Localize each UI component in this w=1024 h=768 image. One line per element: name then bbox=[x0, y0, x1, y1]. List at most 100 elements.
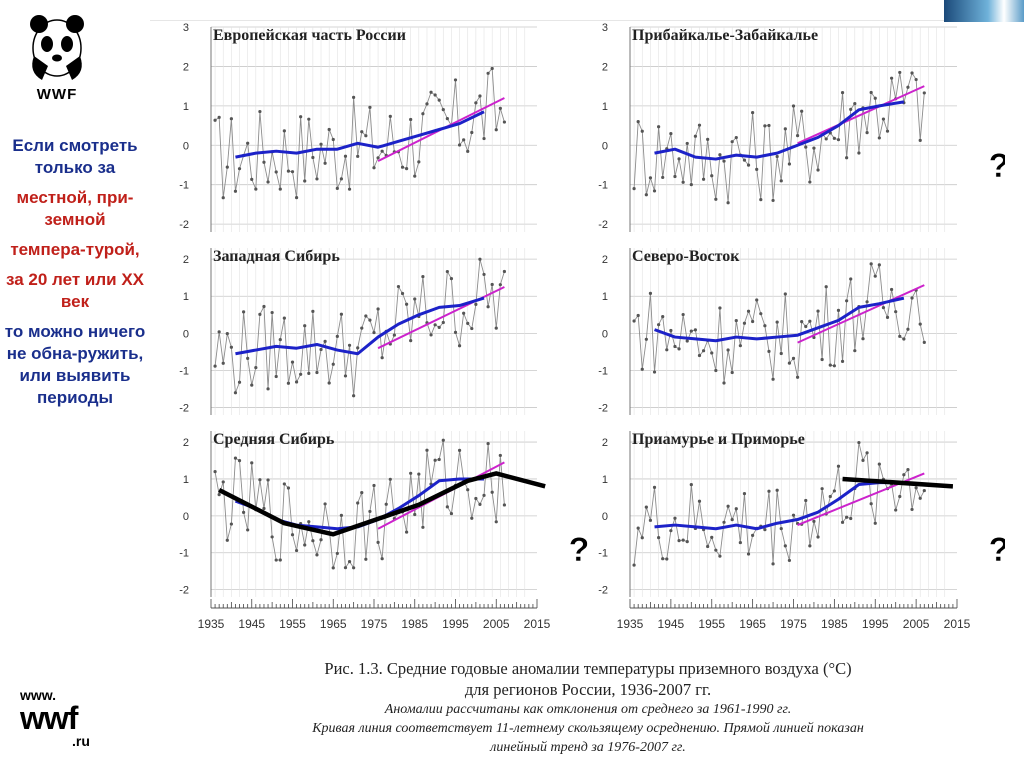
annual-anomaly-point bbox=[910, 296, 914, 300]
y-tick-label: 0 bbox=[602, 140, 608, 152]
caption-line-3: Аномалии рассчитаны как отклонения от ср… bbox=[384, 702, 792, 717]
annual-anomaly-point bbox=[502, 503, 506, 507]
annual-anomaly-point bbox=[502, 269, 506, 274]
x-tick-label: 2015 bbox=[944, 617, 971, 631]
annual-anomaly-point bbox=[914, 486, 918, 490]
annual-anomaly-point bbox=[462, 311, 466, 315]
annual-anomaly-point bbox=[881, 117, 886, 121]
annual-anomaly-point bbox=[462, 138, 466, 142]
annual-anomaly-series bbox=[214, 259, 505, 396]
y-tick-label: 2 bbox=[183, 437, 189, 449]
caption-line-4: Кривая линия соответствует 11-летнему ск… bbox=[312, 721, 864, 736]
annual-anomaly-point bbox=[812, 146, 816, 150]
corner-decoration-image bbox=[944, 0, 1024, 22]
annual-anomaly-point bbox=[730, 370, 734, 375]
annual-anomaly-series bbox=[633, 263, 925, 384]
annual-anomaly-point bbox=[266, 180, 270, 184]
y-tick-label: 0 bbox=[183, 511, 189, 523]
annual-anomaly-point bbox=[294, 548, 299, 553]
annual-anomaly-point bbox=[470, 326, 474, 331]
annual-anomaly-point bbox=[331, 566, 335, 570]
annual-anomaly-point bbox=[914, 77, 918, 82]
annual-anomaly-point bbox=[669, 328, 673, 333]
chart-title: Западная Сибирь bbox=[213, 248, 340, 265]
annual-anomaly-point bbox=[352, 566, 356, 570]
annual-anomaly-point bbox=[376, 156, 380, 160]
annual-anomaly-point bbox=[689, 183, 693, 187]
annual-anomaly-point bbox=[710, 174, 714, 178]
annual-anomaly-point bbox=[274, 558, 278, 562]
annual-anomaly-point bbox=[906, 327, 910, 331]
annual-anomaly-point bbox=[258, 312, 262, 316]
x-tick-label: 1985 bbox=[821, 617, 848, 631]
annual-anomaly-point bbox=[270, 535, 274, 539]
annual-anomaly-point bbox=[808, 319, 812, 323]
annual-anomaly-point bbox=[685, 141, 689, 146]
annual-anomaly-point bbox=[677, 539, 681, 543]
annual-anomaly-point bbox=[677, 347, 681, 351]
annual-anomaly-point bbox=[791, 356, 796, 360]
annual-anomaly-point bbox=[254, 187, 258, 191]
x-tick-label: 1995 bbox=[442, 617, 469, 631]
annual-anomaly-point bbox=[221, 196, 225, 200]
annual-anomaly-point bbox=[775, 320, 779, 324]
annual-anomaly-point bbox=[918, 496, 922, 500]
moving-average-curve bbox=[654, 100, 905, 161]
annual-anomaly-point bbox=[409, 117, 413, 122]
y-tick-label: 3 bbox=[602, 22, 608, 34]
annual-anomaly-point bbox=[449, 276, 454, 281]
annual-anomaly-point bbox=[368, 105, 372, 109]
annual-anomaly-point bbox=[323, 502, 327, 506]
annual-anomaly-point bbox=[466, 149, 470, 153]
annual-anomaly-point bbox=[669, 529, 673, 533]
annual-anomaly-point bbox=[294, 196, 299, 200]
annual-anomaly-point bbox=[274, 170, 278, 174]
annual-anomaly-point bbox=[636, 120, 640, 124]
annual-anomaly-point bbox=[417, 160, 421, 164]
annual-anomaly-point bbox=[213, 118, 217, 122]
annual-anomaly-point bbox=[877, 263, 881, 267]
annual-anomaly-point bbox=[246, 356, 250, 360]
annual-anomaly-point bbox=[632, 187, 636, 191]
sidebar-line-1: Если смотреть только за bbox=[12, 136, 138, 177]
annual-anomaly-point bbox=[335, 186, 339, 190]
x-tick-label: 1955 bbox=[698, 617, 725, 631]
annual-anomaly-point bbox=[877, 136, 881, 140]
y-tick-label: -2 bbox=[179, 585, 189, 597]
annual-anomaly-point bbox=[282, 482, 286, 486]
annual-anomaly-point bbox=[726, 504, 730, 508]
annual-anomaly-point bbox=[270, 310, 274, 315]
y-tick-label: 0 bbox=[183, 140, 189, 152]
annual-anomaly-point bbox=[494, 326, 498, 330]
y-tick-label: -2 bbox=[598, 403, 608, 415]
annual-anomaly-point bbox=[697, 353, 702, 358]
annual-anomaly-point bbox=[347, 343, 352, 347]
annual-anomaly-point bbox=[498, 106, 502, 110]
y-tick-label: 1 bbox=[183, 474, 189, 486]
y-tick-label: -1 bbox=[179, 548, 189, 560]
annual-anomaly-point bbox=[738, 540, 742, 545]
linear-trend-line bbox=[797, 85, 925, 145]
annual-anomaly-point bbox=[429, 333, 433, 337]
annual-anomaly-point bbox=[751, 319, 755, 324]
annual-anomaly-point bbox=[213, 364, 217, 368]
annual-anomaly-point bbox=[286, 486, 291, 490]
annual-anomaly-point bbox=[233, 456, 238, 460]
x-tick-label: 1995 bbox=[862, 617, 889, 631]
annual-anomaly-point bbox=[315, 553, 319, 557]
y-tick-label: 1 bbox=[602, 101, 608, 113]
chart-title: Северо-Восток bbox=[632, 248, 740, 265]
annual-anomaly-point bbox=[352, 95, 356, 99]
annual-anomaly-point bbox=[254, 365, 258, 370]
annual-anomaly-point bbox=[331, 137, 335, 142]
annual-anomaly-point bbox=[246, 141, 250, 145]
moving-average-curve bbox=[654, 296, 905, 343]
annual-anomaly-point bbox=[364, 557, 368, 561]
url-www: www. bbox=[20, 687, 57, 703]
annual-anomaly-point bbox=[742, 492, 747, 496]
moving-average-curve bbox=[235, 110, 485, 159]
annual-anomaly-point bbox=[494, 520, 498, 524]
annual-anomaly-point bbox=[857, 440, 861, 445]
annual-anomaly-point bbox=[339, 177, 343, 181]
annual-anomaly-point bbox=[376, 540, 380, 545]
